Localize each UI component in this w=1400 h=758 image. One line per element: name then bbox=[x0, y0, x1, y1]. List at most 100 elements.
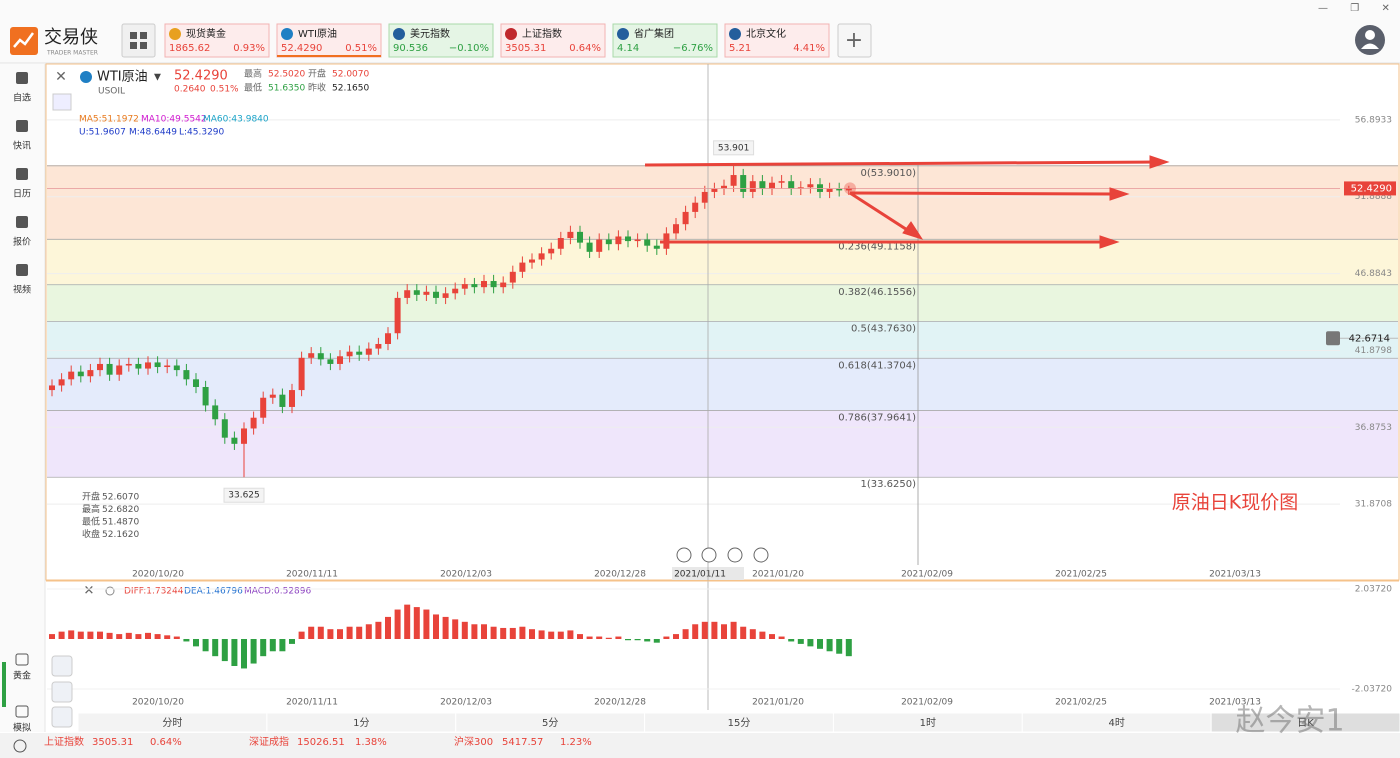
arrow bbox=[849, 191, 913, 235]
macd-bar bbox=[97, 631, 103, 639]
candle-body bbox=[711, 188, 718, 192]
zoom-out[interactable] bbox=[676, 547, 692, 563]
macd-bar bbox=[365, 624, 372, 639]
candle-body bbox=[116, 365, 123, 375]
macd-bar bbox=[68, 630, 75, 639]
ticker-change: 0.51% bbox=[345, 43, 377, 54]
y-tick-label: 51.8888 bbox=[1355, 192, 1392, 202]
macd-bar bbox=[58, 631, 65, 639]
candle-body bbox=[625, 236, 631, 242]
candle-body bbox=[97, 363, 103, 371]
low-label-bg bbox=[223, 487, 265, 503]
close-icon[interactable]: ✕ bbox=[84, 584, 95, 599]
sidebar-label[interactable]: 自选 bbox=[13, 92, 31, 104]
macd-bar bbox=[759, 631, 766, 639]
price-chart: 31.8708 36.8753 41.8798 46.8843 51.8888 56.89… bbox=[47, 115, 1398, 708]
x-tick-label: 2020/12/28 bbox=[594, 570, 646, 580]
ticker-tab[interactable] bbox=[388, 23, 494, 58]
candle-body bbox=[778, 181, 785, 183]
tool-button[interactable] bbox=[51, 681, 73, 703]
macd-bar bbox=[673, 634, 679, 639]
ma-legend: MA60:43.9840 bbox=[203, 115, 269, 125]
account-indicator bbox=[2, 662, 6, 707]
sidebar bbox=[0, 64, 45, 732]
ticker-name: 上证指数 bbox=[522, 27, 562, 40]
tool-button[interactable] bbox=[51, 706, 73, 728]
symbol-name[interactable]: WTI原油 bbox=[97, 70, 148, 85]
candle-body bbox=[615, 236, 622, 245]
timeframe-label: 4时 bbox=[1109, 717, 1125, 729]
timeframe-label: 1分 bbox=[353, 717, 369, 729]
ticker-name: 省广集团 bbox=[634, 27, 674, 40]
macd-bar bbox=[202, 638, 209, 652]
candle-body bbox=[337, 356, 343, 364]
sidebar-label[interactable]: 视频 bbox=[13, 284, 31, 296]
sidebar-label[interactable]: 黄金 bbox=[13, 670, 31, 682]
status-name: 沪深300 bbox=[454, 735, 493, 748]
candle-body bbox=[452, 288, 459, 294]
ticker-tab[interactable] bbox=[500, 23, 606, 58]
candle-body bbox=[836, 188, 843, 191]
alert-icon[interactable] bbox=[1326, 331, 1340, 346]
tool-button[interactable] bbox=[51, 655, 73, 677]
ohlc-label: 收盘 bbox=[82, 528, 100, 540]
nav-buttons bbox=[676, 547, 769, 563]
sidebar-label[interactable]: 日历 bbox=[13, 189, 31, 200]
candle-body bbox=[49, 385, 55, 391]
ticker-icon bbox=[729, 28, 741, 40]
forward[interactable] bbox=[727, 547, 743, 563]
candle-body bbox=[519, 262, 526, 272]
candle-body bbox=[202, 386, 209, 406]
ticker-tab[interactable] bbox=[724, 23, 830, 58]
candle-body bbox=[221, 419, 228, 438]
candle-body bbox=[548, 248, 555, 254]
macd-bar bbox=[471, 624, 478, 639]
zoom-in[interactable] bbox=[753, 547, 769, 563]
macd-bar bbox=[317, 626, 324, 639]
candle-body bbox=[826, 188, 833, 192]
stat-value: 52.1650 bbox=[332, 84, 369, 94]
sidebar-label[interactable]: 快讯 bbox=[13, 140, 31, 152]
fib-band bbox=[47, 321, 1398, 358]
close-icon[interactable]: ✕ bbox=[55, 69, 67, 85]
ticker-icon bbox=[281, 28, 293, 40]
status-bar bbox=[0, 733, 1400, 758]
candle-body bbox=[154, 362, 161, 368]
settings-icon[interactable] bbox=[105, 586, 115, 596]
candle-body bbox=[241, 428, 247, 444]
grid-icon bbox=[130, 32, 137, 39]
stat-label: 昨收 bbox=[308, 82, 326, 94]
macd-bar bbox=[461, 621, 468, 639]
macd-bar bbox=[836, 638, 843, 654]
tool-button[interactable] bbox=[52, 93, 72, 111]
dropdown-icon[interactable]: ▼ bbox=[154, 73, 161, 83]
status-change: 1.38% bbox=[355, 737, 387, 748]
ticker-price: 1865.62 bbox=[169, 43, 210, 54]
macd-bar bbox=[845, 638, 852, 657]
candle-body bbox=[135, 363, 142, 369]
y-tick-label: 46.8843 bbox=[1355, 269, 1392, 279]
caption: 原油日K现价图 bbox=[1172, 492, 1298, 514]
sidebar-label[interactable]: 报价 bbox=[13, 236, 31, 248]
ohlc-label: 最高 bbox=[82, 503, 100, 515]
crosshair-date: 2021/01/11 bbox=[674, 570, 726, 580]
add-tab-button[interactable] bbox=[837, 23, 872, 58]
macd-bar bbox=[577, 634, 583, 639]
grid-button[interactable] bbox=[121, 23, 156, 58]
ticker-icon bbox=[617, 28, 629, 40]
x-tick-label: 2020/12/03 bbox=[440, 570, 492, 580]
macd-bar bbox=[797, 638, 804, 644]
candle-body bbox=[644, 239, 651, 246]
ticker-price: 90.536 bbox=[393, 43, 428, 54]
x-tick-label: 2021/02/09 bbox=[901, 570, 953, 580]
low-label: 33.625 bbox=[228, 491, 260, 501]
macd-bar bbox=[49, 634, 55, 639]
stat-value: 52.5020 bbox=[268, 70, 305, 80]
window-controls[interactable]: — ❐ ✕ bbox=[1318, 3, 1390, 14]
ticker-tab[interactable] bbox=[164, 23, 270, 58]
price: 52.4290 bbox=[174, 69, 228, 84]
ticker-tab[interactable] bbox=[612, 23, 718, 58]
sidebar-label[interactable]: 模拟 bbox=[13, 722, 31, 734]
back[interactable] bbox=[701, 547, 717, 563]
